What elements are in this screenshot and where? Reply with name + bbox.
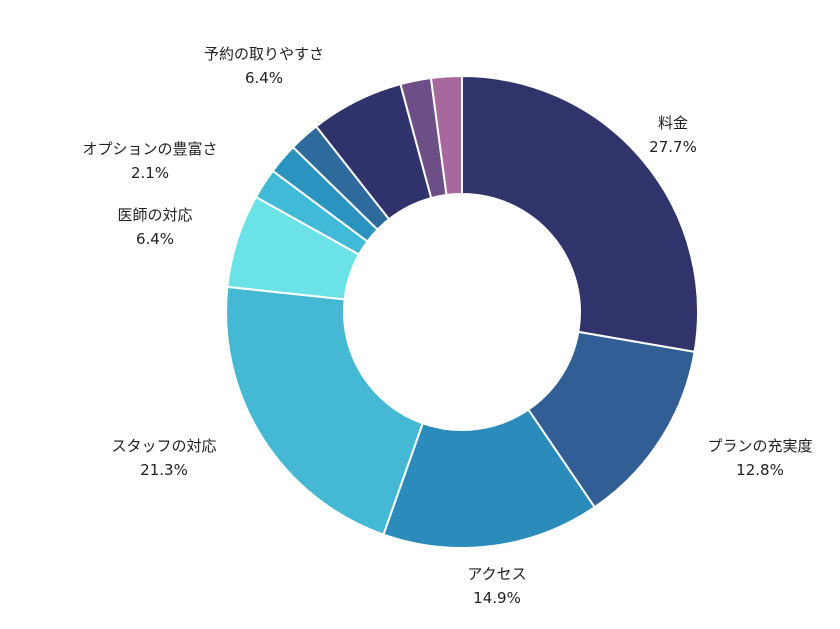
slice-label-plan-name: プランの充実度	[707, 437, 813, 455]
slice-label-staff: スタッフの対応 21.3%	[111, 434, 216, 482]
donut-slice-2	[382, 408, 597, 549]
slice-label-booking-value: 6.4%	[244, 69, 284, 87]
slice-label-options-name: オプションの豊富さ	[82, 140, 218, 158]
slice-label-doctor: 医師の対応 6.4%	[117, 203, 192, 251]
slice-label-doctor-name: 医師の対応	[117, 206, 193, 224]
slice-label-access-name: アクセス	[467, 565, 527, 583]
slice-label-doctor-value: 6.4%	[135, 230, 175, 248]
slice-label-access-value: 14.9%	[473, 589, 521, 607]
slice-label-access: アクセス 14.9%	[467, 562, 526, 610]
slice-label-fee-name: 料金	[657, 114, 688, 132]
donut-slice-0	[461, 74, 699, 353]
slice-label-staff-value: 21.3%	[140, 461, 188, 479]
slice-label-options: オプションの豊富さ 2.1%	[82, 137, 217, 185]
slice-label-booking: 予約の取りやすさ 6.4%	[204, 42, 324, 90]
slice-label-staff-name: スタッフの対応	[111, 437, 217, 455]
slice-label-fee-value: 27.7%	[649, 138, 697, 156]
slice-label-options-value: 2.1%	[130, 164, 170, 182]
slice-label-fee: 料金 27.7%	[649, 111, 697, 159]
slice-label-plan: プランの充実度 12.8%	[707, 434, 812, 482]
slice-label-booking-name: 予約の取りやすさ	[203, 45, 325, 63]
donut-slice-3	[225, 285, 425, 536]
slice-label-plan-value: 12.8%	[736, 461, 784, 479]
donut-slice-10	[429, 74, 463, 197]
